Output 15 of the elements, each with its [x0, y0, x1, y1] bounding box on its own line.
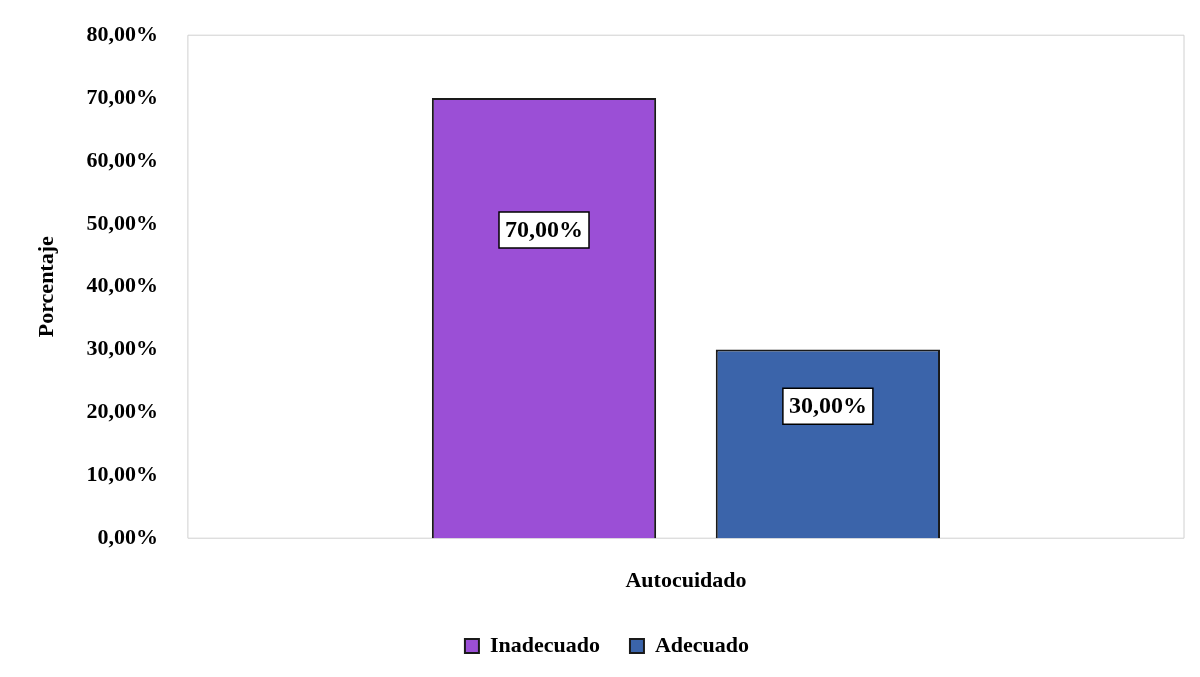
y-tick-label: 10,00% [86, 461, 158, 487]
y-axis-title: Porcentaje [32, 235, 58, 338]
y-tick-label: 40,00% [86, 272, 158, 298]
data-label: 30,00% [788, 392, 867, 419]
legend-label: Inadecuado [489, 631, 600, 657]
y-tick-label: 30,00% [86, 335, 158, 361]
x-axis-title: Autocuidado [625, 567, 747, 593]
y-tick-label: 70,00% [86, 83, 158, 109]
data-label: 70,00% [505, 216, 584, 243]
y-tick-label: 80,00% [86, 20, 158, 46]
legend-label: Adecuado [654, 631, 750, 657]
y-tick-label: 60,00% [86, 146, 158, 172]
y-tick-label: 50,00% [86, 209, 158, 235]
y-tick-label: 0,00% [97, 523, 158, 549]
y-tick-label: 20,00% [86, 398, 158, 424]
